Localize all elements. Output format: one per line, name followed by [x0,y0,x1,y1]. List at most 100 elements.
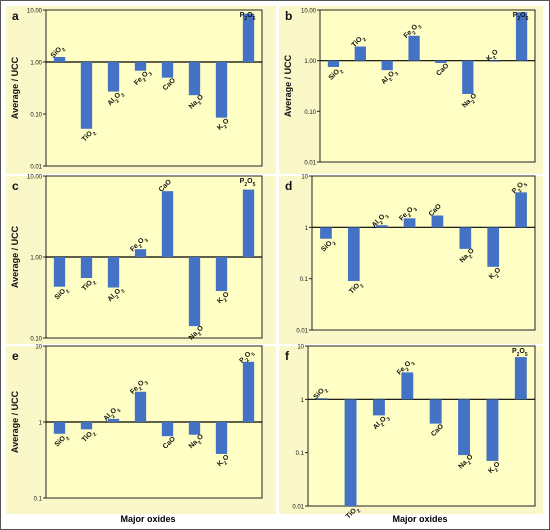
svg-text:Na2O: Na2O [188,433,208,453]
y-tick-label: 10.00 [301,9,317,15]
bar-k2o [215,62,228,118]
svg-text:Na2O: Na2O [457,453,477,473]
y-tick-label: 0.10 [30,337,42,343]
plot-area [45,9,263,167]
panel-letter: d [285,179,292,193]
svg-text:P2O5: P2O5 [513,12,529,22]
bar-p2o5 [242,361,255,422]
tick-label-k2o: K2O [485,48,502,65]
svg-text:Fe2O3: Fe2O3 [129,377,150,398]
bar-tio2 [344,399,357,506]
svg-text:P2O5: P2O5 [240,12,256,22]
y-tick-label: 1 [39,421,43,427]
bar-fe2o3 [401,372,414,400]
bar-sio2 [327,60,340,67]
bar-al2o3 [381,60,393,71]
svg-text:Al2O3: Al2O3 [103,405,123,425]
y-tick-label: 1.00 [30,61,42,67]
bar-na2o [462,60,474,94]
bar-k2o [215,422,228,454]
panel-letter: e [12,349,19,363]
tick-label-p2o5: P2O5 [511,179,529,197]
svg-text:Na2O: Na2O [188,93,208,113]
y-tick-label: 0.01 [30,165,42,171]
tick-label-p2o5: P2O5 [512,348,528,358]
tick-label-al2o3: Al2O3 [372,413,392,433]
svg-text:P2O5: P2O5 [511,179,529,197]
tick-label-al2o3: Al2O3 [107,287,127,303]
tick-label-k2o: K2O [216,117,233,134]
bar-na2o [188,257,201,327]
bar-tio2 [80,62,93,129]
bar-k2o [215,257,228,292]
tick-label-fe2o3: Fe2O3 [403,23,424,40]
tick-label-k2o: K2O [488,266,503,281]
svg-text:Na2O: Na2O [459,247,479,267]
svg-text:K2O: K2O [487,460,504,477]
tick-label-k2o: K2O [216,290,233,307]
tick-label-fe2o3: Fe2O3 [133,70,154,87]
svg-text:P2O5: P2O5 [512,348,528,358]
y-tick-label: 0.1 [34,497,43,503]
svg-text:Al2O3: Al2O3 [380,68,400,88]
bar-sio2 [53,257,66,287]
plot-area [307,345,536,507]
svg-text:Al2O3: Al2O3 [107,90,127,110]
tick-label-p2o5: P2O5 [513,12,529,22]
svg-text:P2O5: P2O5 [240,178,256,188]
svg-text:K2O: K2O [216,290,233,307]
bar-al2o3 [372,399,385,416]
y-axis-label: Average / UCC [10,56,20,119]
bar-sio2 [316,398,329,400]
tick-label-na2o: Na2O [461,92,478,109]
y-tick-label: 10.00 [27,175,43,181]
bar-cao [431,215,444,228]
tick-label-na2o: Na2O [188,93,208,113]
bar-cao [429,399,442,424]
x-axis-label-left: Major oxides [120,514,175,524]
bar-na2o [458,399,471,456]
bar-na2o [459,227,472,249]
bar-cao [161,62,174,78]
y-tick-label: 1 [305,226,309,232]
bar-na2o [188,62,201,96]
y-tick-label: 10 [297,345,304,351]
tick-label-al2o3: Al2O3 [380,68,400,88]
svg-text:K2O: K2O [216,117,233,134]
tick-label-na2o: Na2O [457,453,477,473]
bar-al2o3 [107,62,120,92]
tick-label-al2o3: Al2O3 [371,211,391,231]
tick-label-k2o: K2O [216,453,231,468]
tick-label-p2o5: P2O5 [240,12,256,22]
y-tick-label: 1.00 [304,59,316,65]
svg-text:Fe2O3: Fe2O3 [396,358,417,379]
tick-label-na2o: Na2O [188,433,208,453]
bar-sio2 [320,227,332,239]
tick-label-na2o: Na2O [188,324,208,344]
panel-letter: c [12,179,19,193]
y-tick-label: 0.01 [292,505,304,511]
bar-sio2 [53,422,66,434]
tick-label-p2o5: P2O5 [238,350,256,364]
bar-al2o3 [107,257,120,288]
y-axis-label: Average / UCC [10,225,20,288]
bar-al2o3 [375,225,388,228]
svg-text:Al2O3: Al2O3 [372,413,392,433]
bar-cao [161,191,174,257]
svg-text:K2O: K2O [485,48,502,65]
y-tick-label: 0.1 [300,277,309,283]
plot-area [319,9,536,163]
svg-text:Al2O3: Al2O3 [371,211,391,231]
bar-k2o [487,227,500,267]
svg-text:Na2O: Na2O [188,324,208,344]
bar-fe2o3 [134,62,147,71]
tick-label-fe2o3: Fe2O3 [396,358,417,379]
bar-fe2o3 [408,35,420,61]
bar-p2o5 [515,12,528,61]
